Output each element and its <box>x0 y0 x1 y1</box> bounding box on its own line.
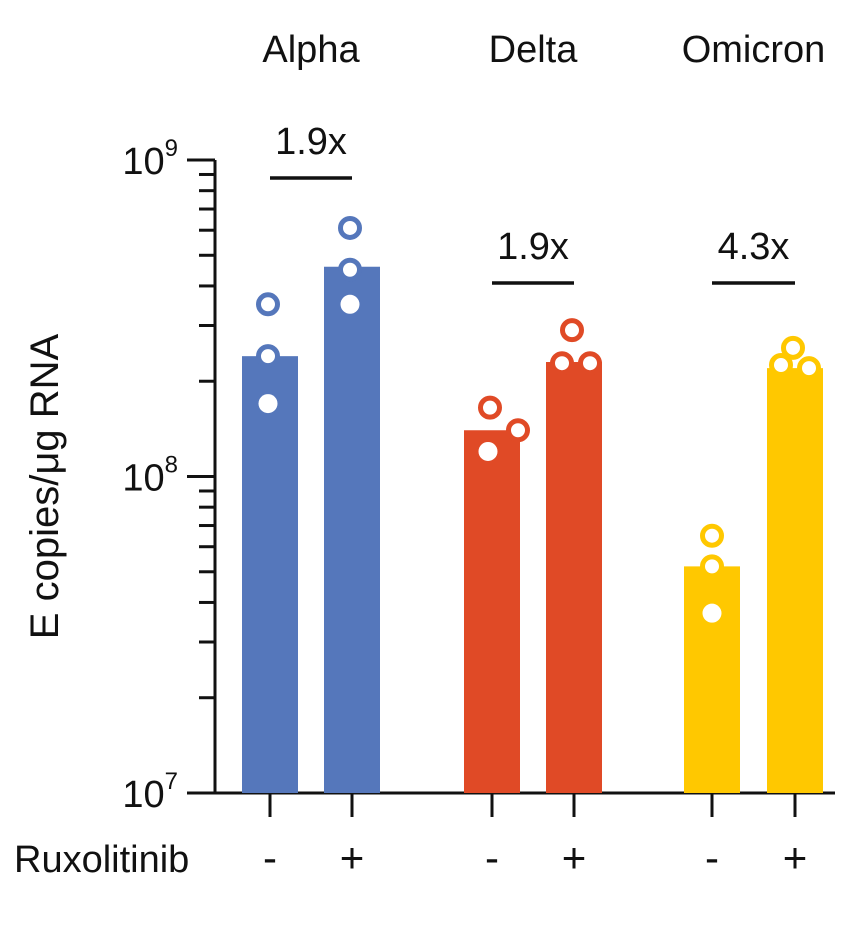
data-point <box>560 318 584 343</box>
y-axis-label: E copies/μg RNA <box>23 333 67 639</box>
y-ticks <box>187 158 215 795</box>
y-tick-label: 107 <box>122 768 178 816</box>
treatment-sign: + <box>783 834 808 881</box>
group-labels: Alpha Delta Omicron <box>262 29 825 71</box>
bars <box>242 266 823 793</box>
treatment-sign: - <box>263 834 277 881</box>
data-point <box>256 292 280 317</box>
data-point <box>769 353 793 378</box>
y-tick-label: 108 <box>122 452 178 500</box>
treatment-sign: + <box>562 834 587 881</box>
data-point <box>797 356 821 381</box>
data-point <box>700 554 724 579</box>
group-label: Omicron <box>682 29 826 71</box>
fold-change-label: 1.9x <box>497 226 569 268</box>
data-point <box>550 351 574 376</box>
y-tick-label: 109 <box>122 135 178 183</box>
data-point <box>256 344 280 369</box>
treatment-signs: - + - + - + <box>263 834 807 881</box>
data-point <box>702 603 722 623</box>
data-point <box>340 294 360 314</box>
treatment-sign: - <box>705 834 719 881</box>
group-label: Delta <box>489 29 579 71</box>
data-point <box>258 394 278 414</box>
treatment-sign: + <box>340 834 365 881</box>
bar <box>242 356 298 793</box>
bar <box>546 362 602 793</box>
fold-change-label: 4.3x <box>718 226 790 268</box>
x-ticks <box>268 793 797 817</box>
data-point <box>338 257 362 282</box>
treatment-sign: - <box>485 834 499 881</box>
data-point <box>700 523 724 548</box>
treatment-label: Ruxolitinib <box>14 839 189 881</box>
data-points <box>256 215 821 623</box>
bar <box>324 266 380 793</box>
data-point <box>478 395 502 420</box>
data-point <box>338 215 362 240</box>
fold-change-label: 1.9x <box>275 121 347 163</box>
data-point <box>578 351 602 376</box>
group-label: Alpha <box>262 29 360 71</box>
data-point <box>478 441 498 461</box>
data-point <box>781 335 805 360</box>
y-tick-labels: 107 108 109 <box>122 135 178 816</box>
bar <box>464 430 520 793</box>
data-point <box>506 418 530 443</box>
bar <box>767 368 823 793</box>
bar <box>684 566 740 793</box>
fold-change-brackets: 1.9x 1.9x 4.3x <box>270 121 795 285</box>
